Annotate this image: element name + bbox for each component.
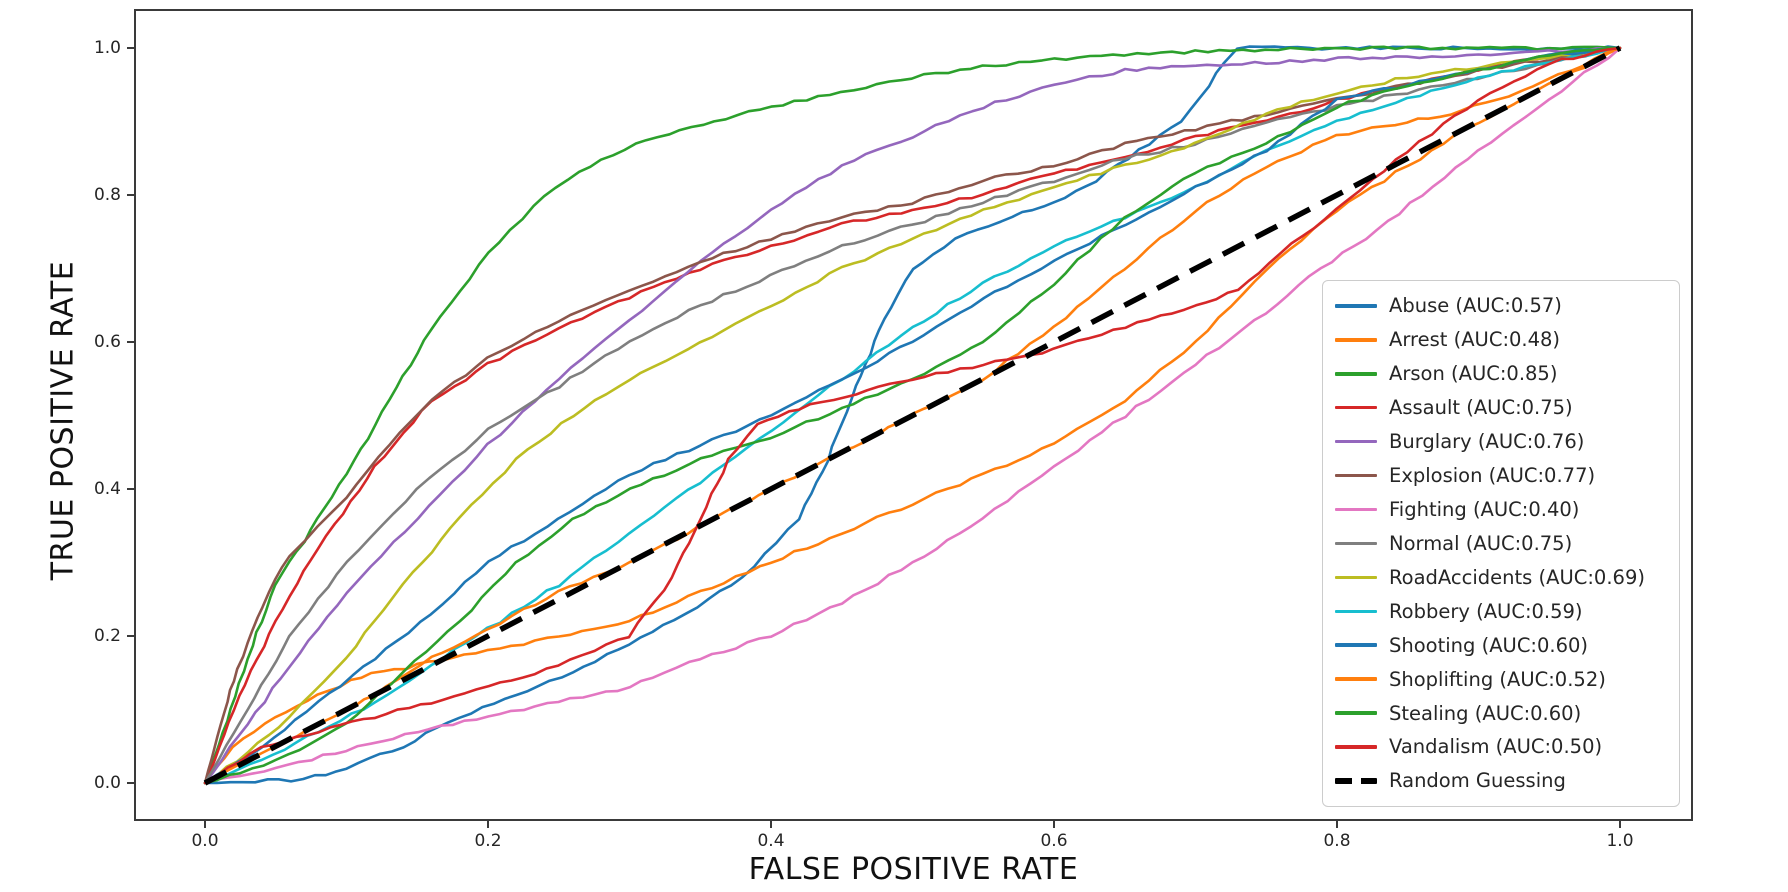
y-tick-label: 0.4 (93, 479, 121, 499)
y-tick-label: 0.2 (93, 626, 121, 646)
roc-curve-arson (203, 45, 1622, 785)
legend-label: Burglary (AUC:0.76) (1389, 430, 1585, 454)
legend-label: Stealing (AUC:0.60) (1389, 701, 1582, 725)
legend-label: Explosion (AUC:0.77) (1389, 464, 1596, 488)
legend-item: RoadAccidents (AUC:0.69) (1335, 561, 1669, 593)
legend-item: Fighting (AUC:0.40) (1335, 493, 1669, 525)
x-tick-label: 0.8 (1323, 831, 1351, 851)
x-tick-label: 0.0 (191, 831, 219, 851)
roc-curve-normal (203, 46, 1622, 785)
legend-item: Arson (AUC:0.85) (1335, 358, 1669, 390)
x-tick-label: 0.2 (474, 831, 502, 851)
legend-label: Shoplifting (AUC:0.52) (1389, 667, 1606, 691)
roc-curve-fighting (203, 46, 1622, 785)
roc-curve-burglary (203, 46, 1622, 785)
y-tick-label: 0.6 (93, 332, 121, 352)
roc-curve-robbery (203, 46, 1622, 785)
legend-item: Random Guessing (1335, 765, 1669, 797)
legend: Abuse (AUC:0.57) Arrest (AUC:0.48) Arson (… (1322, 280, 1680, 807)
legend-line-sample (1335, 304, 1377, 308)
y-tick-label: 1.0 (93, 38, 121, 58)
y-tick-label: 0.0 (93, 773, 121, 793)
legend-item: Explosion (AUC:0.77) (1335, 460, 1669, 492)
y-tick-label: 0.8 (93, 185, 121, 205)
legend-item: Vandalism (AUC:0.50) (1335, 731, 1669, 763)
legend-label: Arrest (AUC:0.48) (1389, 328, 1561, 352)
legend-label: Vandalism (AUC:0.50) (1389, 735, 1603, 759)
legend-label: Random Guessing (1389, 769, 1566, 793)
legend-item: Normal (AUC:0.75) (1335, 527, 1669, 559)
legend-item: Shooting (AUC:0.60) (1335, 629, 1669, 661)
legend-label: Assault (AUC:0.75) (1389, 396, 1573, 420)
x-tick-label: 1.0 (1606, 831, 1634, 851)
random-guessing-line (203, 45, 1622, 786)
legend-dashed-line-sample (1335, 778, 1377, 784)
plot-border (134, 9, 1693, 821)
legend-line-sample (1335, 575, 1377, 580)
legend-label: RoadAccidents (AUC:0.69) (1389, 565, 1645, 589)
legend-line-sample (1335, 643, 1377, 647)
x-tick-label: 0.6 (1040, 831, 1068, 851)
legend-line-sample (1335, 372, 1377, 376)
legend-line-sample (1335, 609, 1377, 613)
legend-line-sample (1335, 711, 1377, 715)
legend-line-sample (1335, 338, 1377, 342)
legend-line-sample (1335, 507, 1377, 512)
legend-line-sample (1335, 745, 1377, 749)
legend-label: Fighting (AUC:0.40) (1389, 497, 1580, 521)
legend-item: Shoplifting (AUC:0.52) (1335, 663, 1669, 695)
legend-label: Shooting (AUC:0.60) (1389, 633, 1589, 657)
roc-curve-roadaccidents (203, 46, 1622, 785)
roc-curve-vandalism (203, 46, 1622, 785)
legend-line-sample (1335, 541, 1377, 546)
legend-line-sample (1335, 473, 1377, 478)
legend-item: Stealing (AUC:0.60) (1335, 697, 1669, 729)
legend-label: Abuse (AUC:0.57) (1389, 294, 1562, 318)
x-tick-label: 0.4 (757, 831, 785, 851)
legend-label: Arson (AUC:0.85) (1389, 362, 1558, 386)
legend-line-sample (1335, 405, 1377, 410)
legend-item: Arrest (AUC:0.48) (1335, 324, 1669, 356)
legend-label: Normal (AUC:0.75) (1389, 531, 1573, 555)
y-axis-label: TRUE POSITIVE RATE (45, 260, 81, 581)
legend-item: Robbery (AUC:0.59) (1335, 595, 1669, 627)
roc-curve-shooting (203, 46, 1622, 785)
legend-item: Abuse (AUC:0.57) (1335, 290, 1669, 322)
legend-line-sample (1335, 439, 1377, 444)
x-axis-label: FALSE POSITIVE RATE (748, 852, 1079, 887)
legend-item: Burglary (AUC:0.76) (1335, 426, 1669, 458)
legend-label: Robbery (AUC:0.59) (1389, 599, 1583, 623)
legend-item: Assault (AUC:0.75) (1335, 392, 1669, 424)
legend-line-sample (1335, 677, 1377, 681)
